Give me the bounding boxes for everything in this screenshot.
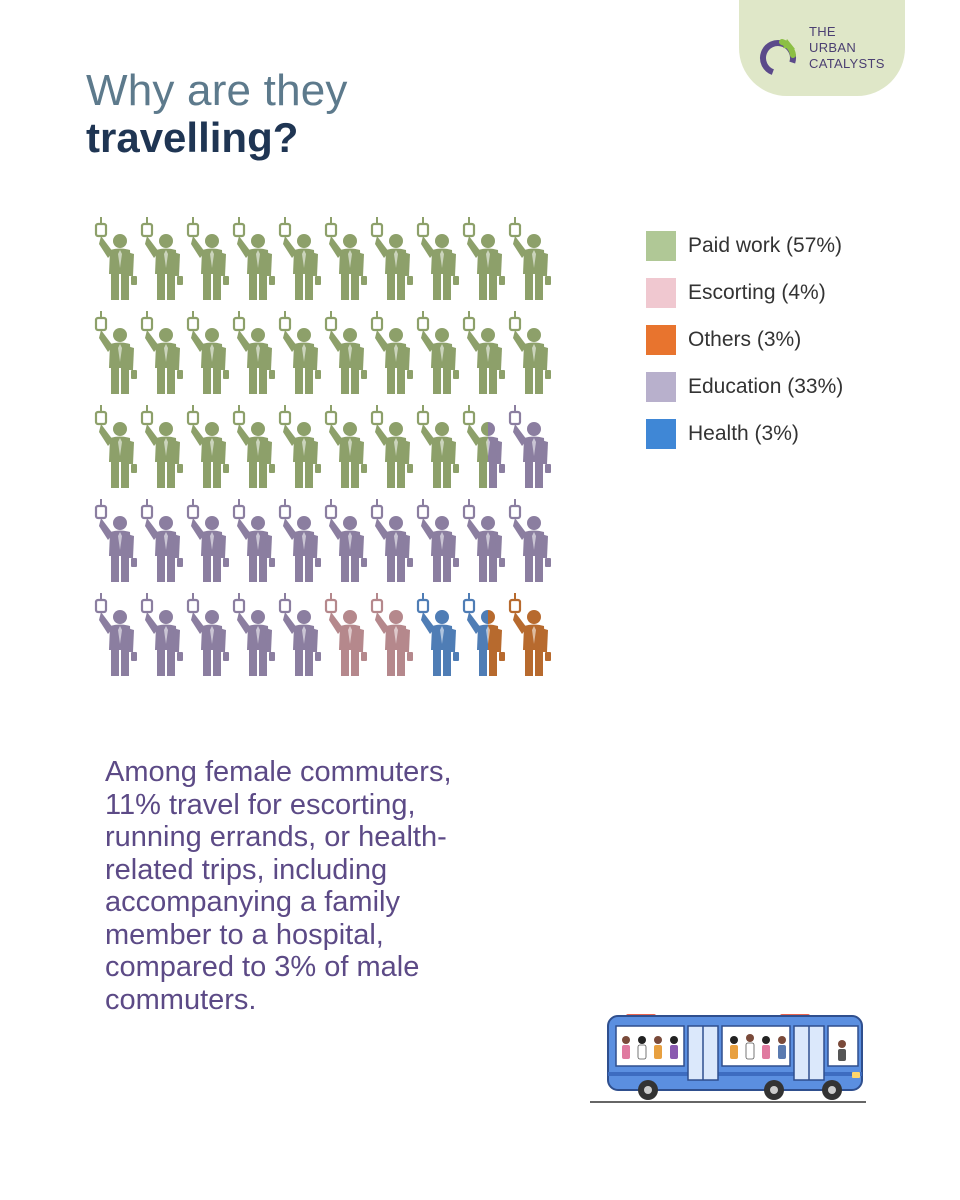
legend-swatch [646, 372, 676, 402]
pictogram-person-icon [94, 217, 137, 300]
pictogram-person-icon [462, 311, 505, 394]
pictogram-person-icon [232, 499, 275, 582]
circular-arrow-logo-icon [760, 39, 796, 76]
chart-legend: Paid work (57%) Escorting (4%) Others (3%)… [646, 230, 906, 465]
pictogram-person-icon [462, 217, 505, 300]
pictogram-person-icon [278, 405, 321, 488]
legend-swatch [646, 325, 676, 355]
pictogram-person-icon [370, 499, 413, 582]
pictogram-person-icon [232, 311, 275, 394]
pictogram-person-icon [508, 405, 551, 488]
pictogram-person-icon [278, 593, 321, 676]
brand-line: THE [809, 24, 836, 39]
legend-label: Education (33%) [688, 375, 844, 398]
pictogram-person-icon [370, 593, 413, 676]
pictogram-person-icon [462, 405, 505, 488]
brand-name: THE URBAN CATALYSTS [809, 24, 899, 72]
legend-label: Paid work (57%) [688, 234, 843, 257]
pictogram-person-icon [186, 311, 229, 394]
pictogram-person-icon [140, 593, 183, 676]
pictogram-person-icon [186, 499, 229, 582]
pictogram-person-icon [186, 217, 229, 300]
pictogram-person-icon [278, 217, 321, 300]
legend-label: Others (3%) [688, 328, 802, 351]
brand-line: CATALYSTS [809, 56, 885, 71]
pictogram-person-icon [140, 499, 183, 582]
pictogram-person-icon [324, 311, 367, 394]
pictogram-grid [94, 217, 551, 676]
pictogram-person-icon [324, 593, 367, 676]
legend-item: Others (3%) [646, 324, 906, 371]
pictogram-person-icon [416, 217, 459, 300]
pictogram-person-icon [94, 593, 137, 676]
pictogram-person-icon [324, 499, 367, 582]
legend-swatch [646, 419, 676, 449]
pictogram-person-icon [508, 311, 551, 394]
pictogram-person-icon [94, 499, 137, 582]
pictogram-person-icon [140, 405, 183, 488]
page-title-line2: travelling? [86, 114, 299, 161]
pictogram-person-icon [370, 311, 413, 394]
city-bus-illustration-icon [590, 1014, 866, 1103]
pictogram-person-icon [324, 405, 367, 488]
pictogram-person-icon [416, 405, 459, 488]
pictogram-person-icon [508, 499, 551, 582]
pictogram-person-icon [462, 593, 505, 676]
pictogram-person-icon [278, 311, 321, 394]
pictogram-person-icon [232, 593, 275, 676]
legend-swatch [646, 231, 676, 261]
legend-label: Health (3%) [688, 422, 799, 445]
legend-item: Health (3%) [646, 418, 906, 465]
legend-label: Escorting (4%) [688, 281, 826, 304]
pictogram-person-icon [140, 217, 183, 300]
pictogram-person-icon [94, 405, 137, 488]
pictogram-person-icon [94, 311, 137, 394]
legend-item: Escorting (4%) [646, 277, 906, 324]
pictogram-person-icon [508, 217, 551, 300]
pictogram-person-icon [324, 217, 367, 300]
pictogram-person-icon [232, 405, 275, 488]
legend-swatch [646, 278, 676, 308]
pictogram-person-icon [186, 593, 229, 676]
pictogram-person-icon [370, 217, 413, 300]
pictogram-person-icon [416, 593, 459, 676]
pictogram-person-icon [370, 405, 413, 488]
pictogram-person-icon [416, 311, 459, 394]
summary-text: Among female commuters, 11% travel for e… [105, 756, 452, 1016]
pictogram-person-icon [462, 499, 505, 582]
pictogram-person-icon [416, 499, 459, 582]
pictogram-person-icon [186, 405, 229, 488]
page-title-line1: Why are they [86, 66, 348, 115]
pictogram-person-icon [508, 593, 551, 676]
pictogram-person-icon [140, 311, 183, 394]
legend-item: Education (33%) [646, 371, 906, 418]
brand-line: URBAN [809, 40, 857, 55]
pictogram-person-icon [278, 499, 321, 582]
legend-item: Paid work (57%) [646, 230, 906, 277]
pictogram-person-icon [232, 217, 275, 300]
